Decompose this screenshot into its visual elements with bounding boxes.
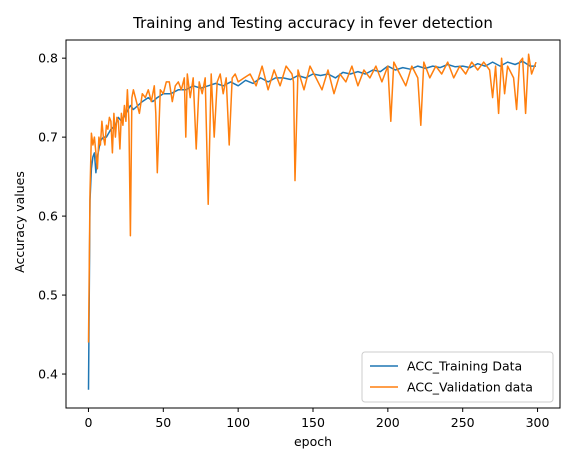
y-tick-label: 0.6: [38, 209, 58, 224]
x-tick-label: 250: [451, 415, 475, 430]
x-tick-label: 50: [155, 415, 171, 430]
x-tick-label: 150: [301, 415, 325, 430]
series-line-2: [87, 53, 537, 343]
legend-box: [361, 351, 554, 403]
y-tick-label: 0.8: [38, 51, 58, 66]
y-tick-label: 0.4: [38, 367, 58, 382]
x-tick-label: 100: [226, 415, 250, 430]
y-tick-label: 0.7: [38, 130, 58, 145]
axes: 0 50 100 150 200 250 300 0.4 0.5 0.6 0.7 0.8: [38, 39, 561, 430]
y-axis-title: Accuracy values: [12, 171, 27, 273]
legend: ACC_Training Data ACC_Validation data: [361, 351, 554, 403]
y-tick-label: 0.5: [38, 288, 58, 303]
plot-area: [87, 53, 537, 390]
x-tick-label: 300: [526, 415, 550, 430]
chart-title: Training and Testing accuracy in fever d…: [132, 14, 493, 32]
series-line-1: [87, 60, 536, 390]
x-tick-label: 200: [376, 415, 400, 430]
legend-label: ACC_Training Data: [407, 359, 522, 374]
legend-label: ACC_Validation data: [407, 380, 533, 395]
x-axis-title: epoch: [294, 434, 332, 449]
x-tick-label: 0: [84, 415, 92, 430]
